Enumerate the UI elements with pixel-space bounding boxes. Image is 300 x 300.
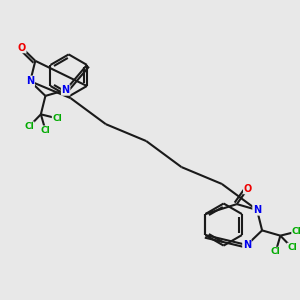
Text: Cl: Cl: [292, 227, 300, 236]
Text: N: N: [243, 240, 251, 250]
Text: Cl: Cl: [52, 114, 62, 123]
Text: N: N: [26, 76, 34, 86]
Text: Cl: Cl: [271, 248, 281, 256]
Text: O: O: [18, 43, 26, 52]
Text: Cl: Cl: [24, 122, 34, 131]
Text: N: N: [253, 205, 261, 215]
Text: Cl: Cl: [287, 243, 297, 252]
Text: N: N: [61, 85, 70, 95]
Text: Cl: Cl: [41, 126, 50, 135]
Text: O: O: [244, 184, 252, 194]
